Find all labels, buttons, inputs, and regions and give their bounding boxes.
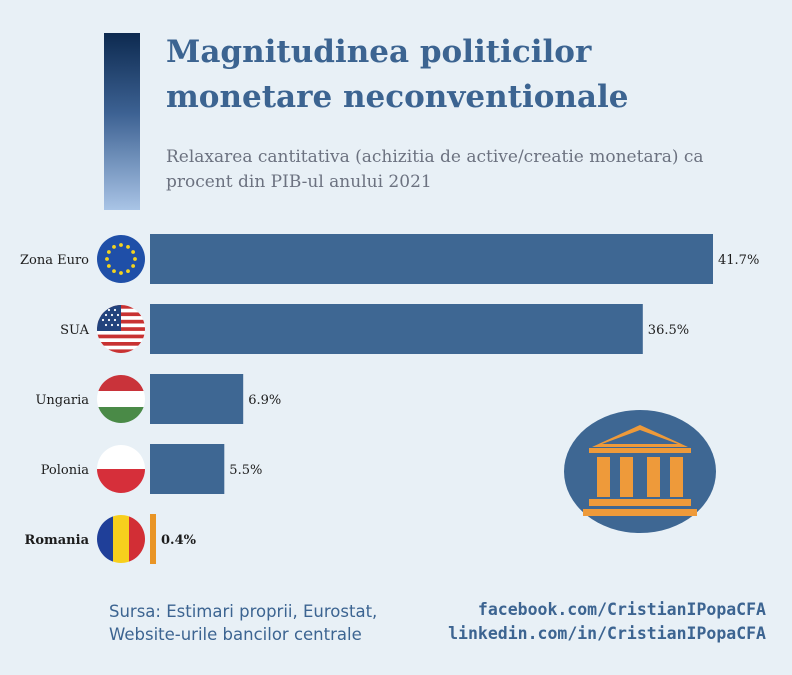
bar bbox=[150, 514, 156, 564]
bar bbox=[150, 234, 713, 284]
source-note: Sursa: Estimari proprii, Eurostat, Websi… bbox=[109, 600, 377, 646]
value-label: 36.5% bbox=[648, 323, 689, 338]
category-label: Polonia bbox=[41, 463, 90, 478]
chart-subtitle: Relaxarea cantitativa (achizitia de acti… bbox=[166, 147, 704, 192]
value-label: 41.7% bbox=[718, 253, 759, 268]
linkedin-link[interactable]: linkedin.com/in/CristianIPopaCFA bbox=[448, 624, 766, 643]
category-label: Ungaria bbox=[35, 393, 89, 408]
bar bbox=[150, 374, 244, 424]
bar bbox=[150, 444, 225, 494]
poland-flag-icon bbox=[97, 445, 145, 493]
source-line-1: Sursa: Estimari proprii, Eurostat, bbox=[109, 602, 378, 621]
category-label: Zona Euro bbox=[20, 253, 89, 268]
usa-flag-icon bbox=[97, 305, 145, 353]
category-label: SUA bbox=[60, 323, 89, 338]
eu-flag-icon bbox=[97, 235, 145, 283]
category-label: Romania bbox=[25, 533, 90, 548]
facebook-link[interactable]: facebook.com/CristianIPopaCFA bbox=[477, 600, 766, 619]
chart-title: Magnitudinea politicilor monetare neconv… bbox=[166, 34, 629, 115]
author-links: facebook.com/CristianIPopaCFA linkedin.c… bbox=[448, 598, 766, 646]
value-label: 5.5% bbox=[229, 463, 262, 478]
bank-building-icon bbox=[564, 410, 716, 533]
hungary-flag-icon bbox=[97, 375, 145, 423]
bar bbox=[150, 304, 643, 354]
value-label: 0.4% bbox=[161, 533, 197, 548]
romania-flag-icon bbox=[97, 515, 145, 563]
title-accent-bar bbox=[104, 33, 140, 210]
value-label: 6.9% bbox=[248, 393, 281, 408]
bar-chart: Zona Euro 41.7% SUA 36.5% Ungaria 6.9% Polonia… bbox=[20, 234, 759, 564]
source-line-2: Website-urile bancilor centrale bbox=[109, 625, 362, 644]
